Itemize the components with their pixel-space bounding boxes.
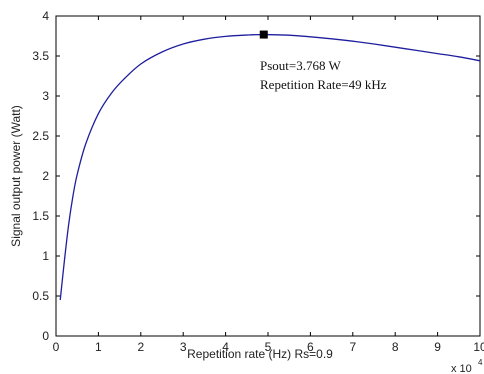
plot-area <box>55 15 481 337</box>
y-tick-label: 3 <box>42 89 49 103</box>
annotation-rep-rate: Repetition Rate=49 kHz <box>260 77 387 92</box>
x-tick-label: 2 <box>137 340 144 354</box>
x-scale-base: x 10 <box>451 363 472 374</box>
x-tick-label: 8 <box>392 340 399 354</box>
x-tick-label: 10 <box>473 340 484 354</box>
x-tick-label: 9 <box>434 340 441 354</box>
y-tick-label: 0.5 <box>32 289 49 303</box>
peak-marker <box>259 30 268 39</box>
y-tick-label: 3.5 <box>32 49 49 63</box>
annotation-psout: Psout=3.768 W <box>260 58 341 73</box>
x-tick-label: 1 <box>95 340 102 354</box>
x-tick-label: 5 <box>265 340 272 354</box>
x-scale-exponent: 4 <box>478 358 483 367</box>
y-tick-label: 1.5 <box>32 209 49 223</box>
x-tick-label: 4 <box>222 340 229 354</box>
y-axis-label: Signal output power (Watt) <box>9 105 23 247</box>
y-tick-label: 0 <box>42 329 49 343</box>
x-tick-label: 6 <box>307 340 314 354</box>
y-tick-label: 1 <box>42 249 49 263</box>
x-tick-label: 3 <box>180 340 187 354</box>
x-tick-label: 7 <box>349 340 356 354</box>
series-line <box>59 33 481 301</box>
tick-label-group: 0 1 2 3 4 5 6 7 8 9 10 0 0.5 1 1.5 2 2.5 3 3.5 4 <box>32 9 484 354</box>
y-tick-label: 2.5 <box>32 129 49 143</box>
y-tick-label: 2 <box>42 169 49 183</box>
x-tick-label: 0 <box>53 340 60 354</box>
tick-group <box>55 15 481 337</box>
x-axis-label: Repetition rate (Hz) Rs=0.9 <box>187 347 333 361</box>
y-tick-label: 4 <box>42 9 49 23</box>
